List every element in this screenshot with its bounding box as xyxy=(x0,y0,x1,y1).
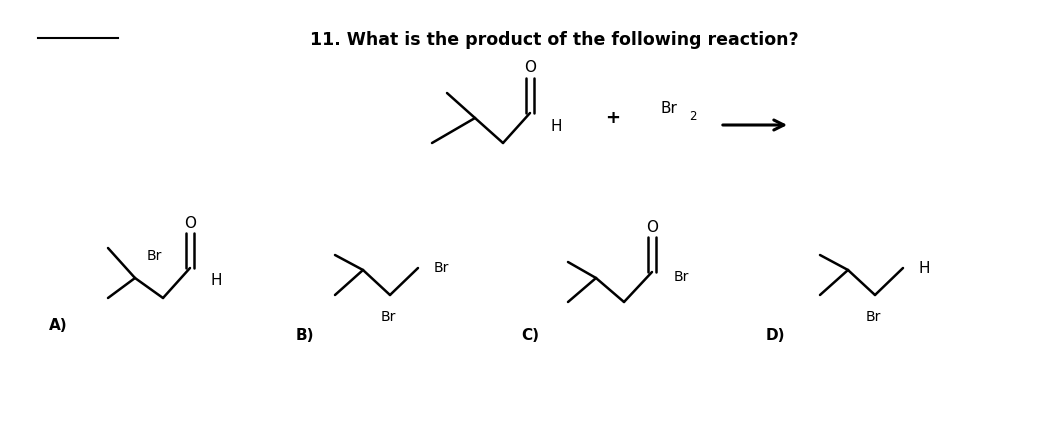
Text: Br: Br xyxy=(865,310,881,324)
Text: O: O xyxy=(646,219,658,234)
Text: +: + xyxy=(605,109,621,127)
Text: Br: Br xyxy=(380,310,395,324)
Text: Br: Br xyxy=(674,270,689,284)
Text: Br: Br xyxy=(660,100,677,115)
Text: O: O xyxy=(184,215,196,230)
Text: H: H xyxy=(919,261,931,275)
Text: A): A) xyxy=(48,317,67,333)
Text: D): D) xyxy=(765,328,785,342)
Text: Br: Br xyxy=(147,249,162,263)
Text: O: O xyxy=(524,60,536,75)
Text: 2: 2 xyxy=(689,110,697,123)
Text: C): C) xyxy=(521,328,539,342)
Text: Br: Br xyxy=(434,261,449,275)
Text: 11. What is the product of the following reaction?: 11. What is the product of the following… xyxy=(310,31,799,49)
Text: H: H xyxy=(550,119,562,134)
Text: B): B) xyxy=(296,328,314,342)
Text: H: H xyxy=(210,273,221,288)
